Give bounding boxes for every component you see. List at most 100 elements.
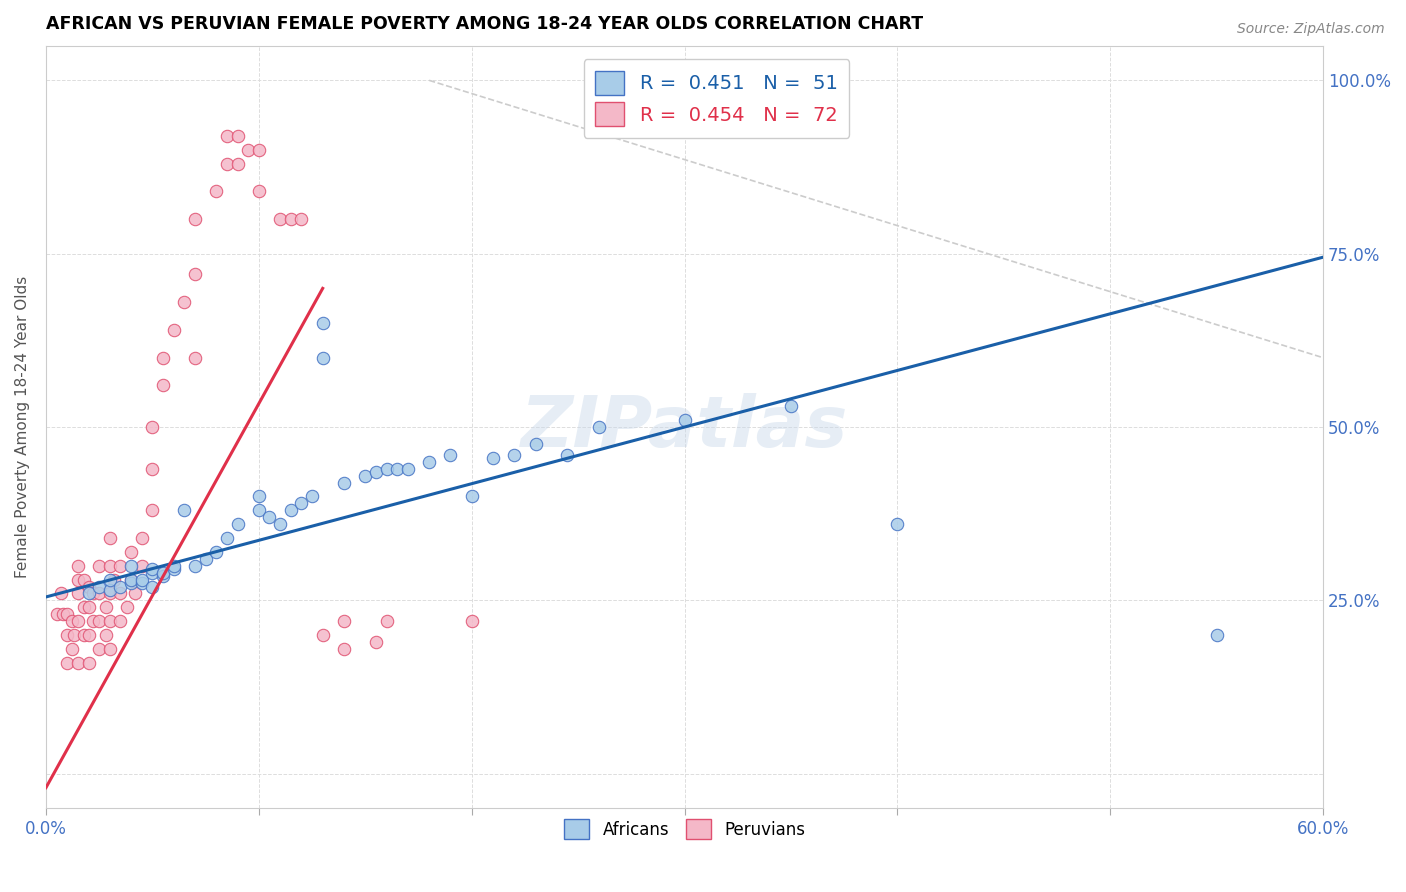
Point [385, 461, 408, 475]
Point [588, 420, 610, 434]
Point [439, 448, 461, 462]
Point [131, 558, 153, 573]
Point [141, 420, 163, 434]
Point [66, 656, 89, 670]
Point [152, 351, 174, 365]
Point [98, 614, 121, 628]
Point [163, 558, 186, 573]
Point [301, 490, 323, 504]
Point [77, 600, 100, 615]
Point [194, 551, 217, 566]
Point [247, 143, 270, 157]
Point [1205, 628, 1227, 642]
Point [226, 128, 249, 143]
Point [52, 607, 75, 622]
Point [364, 635, 387, 649]
Point [375, 614, 398, 628]
Point [94, 600, 117, 615]
Point [673, 413, 696, 427]
Point [56, 628, 79, 642]
Point [524, 437, 547, 451]
Point [215, 128, 238, 143]
Point [98, 642, 121, 657]
Point [184, 212, 207, 227]
Text: ZIPatlas: ZIPatlas [520, 392, 848, 461]
Point [110, 558, 132, 573]
Point [89, 586, 111, 600]
Y-axis label: Female Poverty Among 18-24 Year Olds: Female Poverty Among 18-24 Year Olds [15, 276, 30, 578]
Point [280, 503, 302, 517]
Point [184, 268, 207, 282]
Point [238, 143, 260, 157]
Point [259, 510, 281, 524]
Point [290, 212, 312, 227]
Point [141, 580, 163, 594]
Point [98, 586, 121, 600]
Point [60, 642, 83, 657]
Point [56, 607, 79, 622]
Legend: Africans, Peruvians: Africans, Peruvians [557, 813, 811, 846]
Point [312, 316, 335, 330]
Point [98, 582, 121, 597]
Point [98, 558, 121, 573]
Point [396, 461, 419, 475]
Point [131, 531, 153, 545]
Point [364, 465, 387, 479]
Point [82, 614, 104, 628]
Point [73, 628, 96, 642]
Point [205, 545, 228, 559]
Point [110, 614, 132, 628]
Point [333, 642, 356, 657]
Point [73, 573, 96, 587]
Point [247, 184, 270, 198]
Point [152, 378, 174, 392]
Point [312, 628, 335, 642]
Point [98, 531, 121, 545]
Point [780, 399, 803, 413]
Point [77, 628, 100, 642]
Point [163, 323, 186, 337]
Point [56, 656, 79, 670]
Point [152, 569, 174, 583]
Point [89, 558, 111, 573]
Point [120, 573, 142, 587]
Point [460, 614, 482, 628]
Text: Source: ZipAtlas.com: Source: ZipAtlas.com [1237, 22, 1385, 37]
Point [269, 517, 291, 532]
Point [215, 531, 238, 545]
Point [124, 586, 146, 600]
Point [120, 576, 142, 591]
Point [66, 558, 89, 573]
Point [247, 490, 270, 504]
Point [120, 545, 142, 559]
Point [141, 562, 163, 576]
Point [49, 586, 72, 600]
Point [141, 503, 163, 517]
Point [184, 351, 207, 365]
Point [94, 628, 117, 642]
Point [60, 614, 83, 628]
Point [312, 351, 335, 365]
Point [131, 576, 153, 591]
Point [141, 461, 163, 475]
Point [205, 184, 228, 198]
Point [269, 212, 291, 227]
Point [66, 614, 89, 628]
Point [77, 586, 100, 600]
Point [333, 475, 356, 490]
Point [280, 212, 302, 227]
Point [460, 490, 482, 504]
Point [98, 573, 121, 587]
Point [66, 573, 89, 587]
Point [77, 580, 100, 594]
Point [163, 562, 186, 576]
Point [354, 468, 377, 483]
Point [62, 628, 84, 642]
Point [173, 503, 195, 517]
Point [120, 558, 142, 573]
Point [375, 461, 398, 475]
Point [482, 451, 505, 466]
Point [557, 448, 579, 462]
Point [110, 580, 132, 594]
Point [215, 156, 238, 170]
